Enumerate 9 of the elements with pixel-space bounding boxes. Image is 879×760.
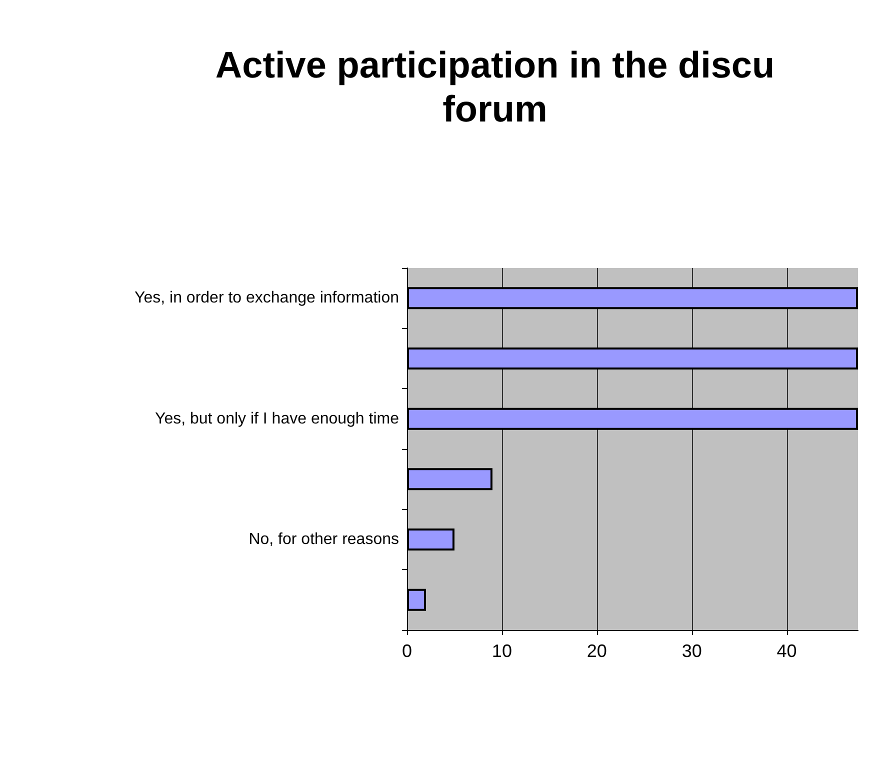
x-tick-label: 0 [402, 641, 412, 661]
y-tick-label: No, for other reasons [248, 531, 399, 548]
x-tick-label: 10 [492, 641, 512, 661]
x-tick-label: 20 [586, 641, 607, 661]
y-tick-label: Yes, in order to exchange information [134, 290, 399, 307]
chart-title: Active participation in the discu forum [215, 44, 775, 130]
y-tick-label: Yes, but only if I have enough time [154, 410, 400, 428]
x-tick-label: 30 [682, 641, 702, 661]
x-tick-label: 40 [776, 641, 797, 661]
